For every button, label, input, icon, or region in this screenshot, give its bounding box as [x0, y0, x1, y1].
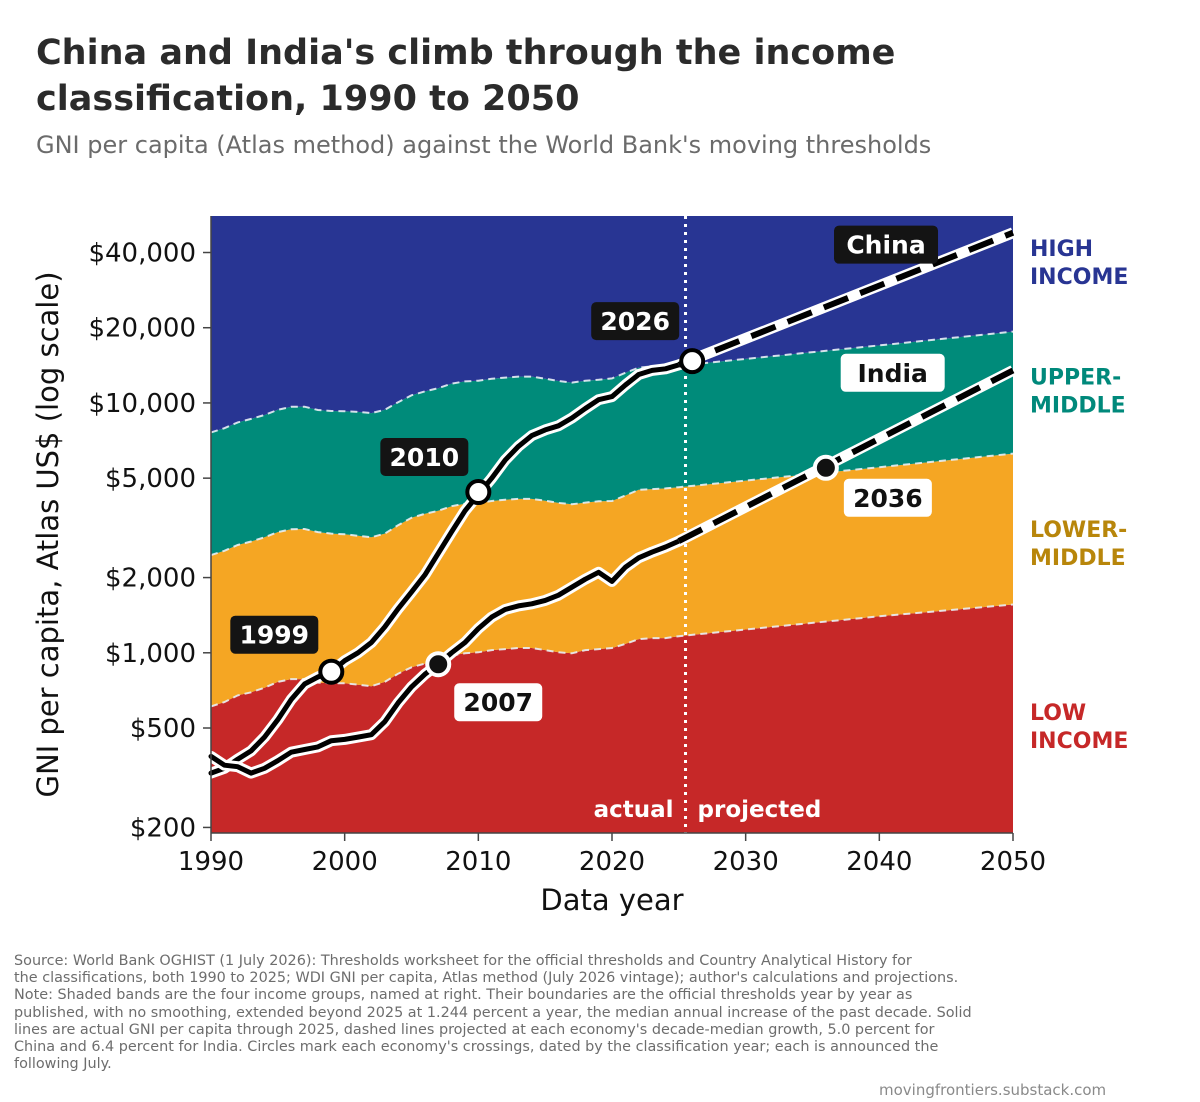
band-label-line: INCOME	[1030, 265, 1128, 290]
label-projected: projected	[698, 797, 822, 823]
x-axis-label: Data year	[540, 883, 683, 917]
india-projection	[677, 367, 1015, 544]
credit-link[interactable]: movingfrontiers.substack.com	[879, 1081, 1107, 1099]
crossing-marker-2007	[425, 651, 452, 678]
band-label-low-income: LOW INCOME	[1030, 701, 1128, 754]
source-notes: Source: World Bank OGHIST (1 July 2026):…	[14, 953, 1064, 1073]
note-line: lines are actual GNI per capita through …	[14, 1021, 935, 1038]
chart-title: China and India's climb through the inco…	[36, 33, 896, 119]
note-line: the classifications, both 1990 to 2025; …	[14, 970, 959, 987]
label-actual: actual	[594, 797, 674, 823]
y-tick-label: $5,000	[105, 464, 196, 494]
crossing-label-2010: 2010	[380, 438, 469, 477]
crossing-label-1999-text: 1999	[240, 621, 310, 650]
axes: 1990 2000 2010 2020 2030 2040 2050 $200 $500 $1,0…	[31, 216, 1046, 917]
band-upper-middle	[211, 331, 1013, 556]
income-chart: actual projected 1999 2010 2026 2007 2036 Chin…	[31, 216, 1128, 917]
china-projection	[677, 229, 1015, 368]
y-tick-label: $500	[130, 714, 196, 744]
band-low-income	[211, 604, 1013, 833]
crossing-markers: 1999 2010 2026 2007 2036 China India	[230, 225, 945, 722]
crossing-label-1999-box	[230, 615, 319, 654]
band-label-upper-middle: UPPER- MIDDLE	[1030, 366, 1126, 419]
crossing-label-2026-box	[591, 302, 680, 341]
actual-projected-divider: actual projected	[594, 216, 822, 833]
crossing-label-2026-text: 2026	[600, 307, 670, 336]
china-line	[208, 362, 682, 776]
band-label-line: MIDDLE	[1030, 394, 1126, 419]
crossing-marker-2010	[465, 479, 492, 506]
series-label-india: India	[840, 353, 945, 392]
band-labels: LOW INCOME LOWER- MIDDLE UPPER- MIDDLE HIGH INC…	[1030, 237, 1128, 754]
x-tick-label: 2030	[713, 847, 779, 877]
x-tick-label: 2000	[312, 847, 378, 877]
threshold-low	[210, 603, 1014, 708]
band-label-line: INCOME	[1030, 729, 1128, 754]
y-tick-label: $2,000	[105, 564, 196, 594]
note-line: China and 6.4 percent for India. Circles…	[14, 1039, 939, 1056]
y-tick-label: $40,000	[88, 239, 196, 269]
band-label-line: LOW	[1030, 701, 1086, 726]
series-label-china-text: China	[846, 231, 925, 260]
x-tick-label: 2050	[980, 847, 1046, 877]
crossing-label-2026: 2026	[591, 302, 680, 341]
y-tick-label: $20,000	[88, 314, 196, 344]
crossing-label-2036-box	[843, 478, 932, 517]
crossing-label-2036: 2036	[843, 478, 932, 517]
series-label-india-text: India	[857, 359, 927, 388]
x-tick-label: 2020	[579, 847, 645, 877]
crossing-label-2036-text: 2036	[853, 484, 923, 513]
note-line: Source: World Bank OGHIST (1 July 2026):…	[14, 953, 912, 969]
crossing-label-2007-box	[454, 683, 543, 722]
crossing-label-2010-text: 2010	[390, 443, 460, 472]
crossing-label-2010-box	[380, 438, 469, 477]
series-label-china-box	[834, 225, 939, 264]
band-label-line: LOWER-	[1030, 518, 1127, 543]
note-line: Note: Shaded bands are the four income g…	[14, 987, 913, 1004]
crossing-marker-1999	[318, 658, 345, 685]
band-label-line: HIGH	[1030, 237, 1093, 262]
y-tick-label: $200	[130, 813, 196, 843]
crossing-marker-2026	[679, 348, 706, 375]
band-label-high-income: HIGH INCOME	[1030, 237, 1128, 290]
crossing-label-2007-text: 2007	[463, 688, 533, 717]
note-line: published, with no smoothing, extended b…	[14, 1004, 972, 1021]
y-axis-label: GNI per capita, Atlas US$ (log scale)	[31, 271, 65, 797]
crossing-marker-2036	[812, 454, 839, 481]
y-tick-label: $10,000	[88, 389, 196, 419]
crossing-label-2007: 2007	[454, 683, 543, 722]
threshold-upper-middle	[210, 330, 1014, 434]
y-tick-label: $1,000	[105, 639, 196, 669]
x-tick-label: 2010	[445, 847, 511, 877]
x-tick-label: 1990	[178, 847, 244, 877]
note-line: following July.	[14, 1056, 112, 1073]
crossing-label-1999: 1999	[230, 615, 319, 654]
band-label-line: UPPER-	[1030, 366, 1121, 391]
x-tick-label: 2040	[846, 847, 912, 877]
band-label-lower-middle: LOWER- MIDDLE	[1030, 518, 1127, 571]
chart-subtitle: GNI per capita (Atlas method) against th…	[36, 131, 932, 159]
series-label-china: China	[834, 225, 939, 264]
series-label-india-box	[840, 353, 945, 392]
band-label-line: MIDDLE	[1030, 546, 1126, 571]
